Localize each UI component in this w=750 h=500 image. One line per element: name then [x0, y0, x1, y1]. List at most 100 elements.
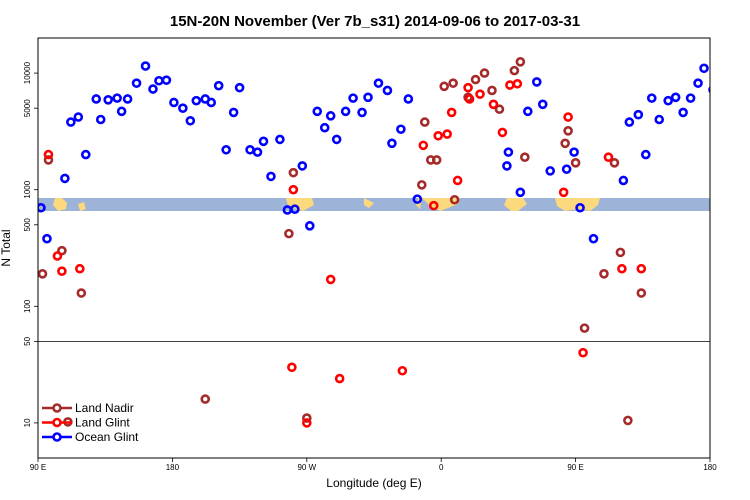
land-glint-point [287, 362, 297, 373]
land-nadir-point [623, 415, 633, 426]
ocean-glint-point [503, 147, 514, 157]
land-glint-point [301, 418, 312, 428]
ocean-glint-point [148, 84, 158, 94]
ocean-glint-point [515, 187, 526, 198]
land-patch [78, 202, 86, 211]
ocean-glint-point [312, 106, 323, 117]
ocean-glint-point [91, 94, 102, 104]
land-nadir-point [636, 288, 647, 298]
ocean-glint-point [228, 107, 239, 118]
ocean-glint-point [678, 107, 688, 118]
ocean-glint-point [340, 106, 351, 117]
ocean-glint-point [245, 144, 255, 155]
ocean-glint-point [38, 202, 46, 213]
ocean-glint-point [685, 93, 696, 103]
land-nadir-point [57, 245, 67, 256]
ocean-glint-point [290, 204, 300, 215]
ocean-glint-point [633, 109, 644, 120]
ocean-glint-point [331, 134, 342, 145]
ocean-glint-point [387, 138, 397, 149]
ocean-glint-point [561, 164, 572, 174]
land-glint-point [463, 82, 473, 93]
ocean-glint-point [382, 85, 393, 96]
land-glint-point [418, 140, 429, 151]
ocean-glint-point [537, 99, 548, 110]
y-tick-label: 1000 [23, 180, 32, 198]
land-nadir-point [431, 155, 442, 165]
land-nadir-point [470, 74, 481, 85]
legend-marker [52, 417, 62, 428]
land-glint-point [75, 263, 85, 274]
land-glint-point [433, 130, 444, 141]
land-glint-point [334, 373, 345, 384]
land-nadir-point [76, 288, 87, 298]
ocean-glint-point [588, 233, 599, 244]
land-glint-point [288, 184, 299, 195]
ocean-glint-point [234, 82, 245, 93]
ocean-glint-point [663, 95, 673, 106]
ocean-glint-point [304, 221, 315, 231]
ocean-glint-point [221, 144, 231, 155]
ocean-glint-point [654, 114, 665, 125]
land-glint-point [428, 200, 439, 211]
ocean-glint-point [624, 117, 635, 127]
x-tick-label: 0 [439, 463, 444, 472]
ocean-glint-point [699, 63, 709, 74]
ocean-glint-point [403, 94, 414, 104]
land-nadir-point [38, 268, 48, 279]
ocean-glint-point [721, 78, 728, 85]
x-tick-label: 180 [166, 463, 180, 472]
land-glint-point [636, 263, 647, 274]
land-nadir-point [288, 167, 299, 178]
chart-title: 15N-20N November (Ver 7b_s31) 2014-09-06… [170, 13, 580, 30]
land-patch [364, 198, 374, 208]
land-nadir-point [419, 117, 430, 127]
data-points [38, 57, 728, 428]
legend-label: Land Glint [75, 416, 130, 430]
ocean-glint-point [545, 166, 556, 176]
ocean-glint-point [569, 147, 579, 157]
ocean-glint-point [206, 97, 217, 108]
y-tick-label: 100 [23, 299, 32, 313]
land-nadir-point [416, 180, 427, 190]
ocean-glint-point [373, 78, 384, 88]
x-axis-label: Longitude (deg E) [326, 476, 421, 490]
land-nadir-point [560, 138, 570, 149]
y-tick-label: 5000 [23, 99, 32, 117]
y-tick-label: 10 [23, 418, 32, 427]
ocean-glint-point [325, 111, 336, 121]
land-nadir-point [609, 158, 620, 168]
ocean-glint-point [640, 149, 651, 160]
land-nadir-point [494, 104, 505, 115]
land-nadir-point [599, 268, 609, 279]
land-glint-point [578, 347, 588, 358]
land-nadir-point [520, 152, 530, 162]
ocean-glint-point [131, 78, 142, 88]
ocean-glint-point [140, 61, 151, 71]
x-tick-label: 90 W [297, 463, 316, 472]
ocean-glint-point [531, 77, 542, 87]
land-nadir-point [301, 413, 312, 423]
ocean-glint-point [348, 93, 358, 103]
ocean-glint-point [266, 171, 276, 182]
land-glint-point [43, 149, 54, 160]
land-nadir-point [487, 85, 497, 96]
ocean-glint-point [670, 92, 681, 103]
land-glint-point [325, 274, 336, 285]
ocean-glint-point [42, 233, 52, 244]
ocean-glint-point [122, 94, 133, 104]
map-strip-ocean [38, 198, 710, 211]
ocean-glint-point [618, 175, 629, 186]
x-tick-label: 180 [703, 463, 717, 472]
y-axis-label: N Total [0, 229, 13, 266]
legend-item-land-nadir: Land Nadir [42, 401, 134, 415]
ocean-glint-point [575, 202, 585, 213]
legend-marker [52, 432, 62, 442]
land-glint-point [558, 187, 569, 198]
ocean-glint-point [112, 93, 122, 103]
land-glint-point [52, 251, 63, 261]
land-glint-point [452, 175, 463, 186]
ocean-glint-point [66, 117, 76, 127]
land-glint-point [488, 99, 499, 110]
